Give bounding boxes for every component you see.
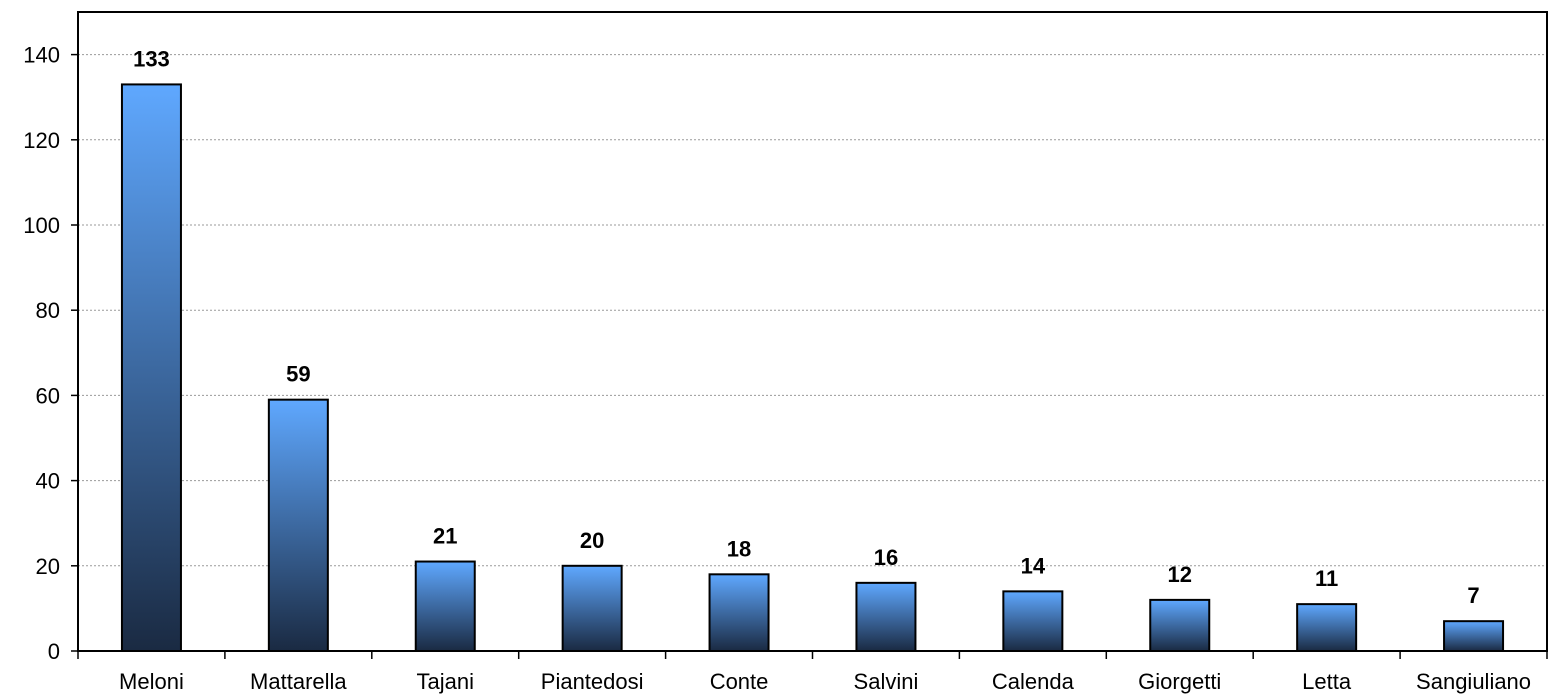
plot-frame (77, 11, 1548, 652)
axes (71, 11, 1548, 659)
bar-meloni (120, 83, 182, 653)
bar-giorgetti (1149, 598, 1211, 653)
data-label: 21 (433, 524, 457, 549)
x-category-label: Piantedosi (541, 669, 644, 694)
data-label: 11 (1315, 566, 1338, 591)
data-label: 59 (286, 362, 310, 387)
bar-mattarella (267, 398, 329, 652)
y-tick-label: 20 (36, 554, 60, 579)
bar-calenda (1002, 590, 1064, 652)
bar-salvini (855, 581, 917, 653)
y-tick-label: 140 (23, 43, 60, 68)
y-tick-label: 120 (23, 128, 60, 153)
x-category-label: Mattarella (250, 669, 347, 694)
data-label: 7 (1467, 583, 1479, 608)
y-tick-label: 100 (23, 213, 60, 238)
x-category-label: Calenda (992, 669, 1075, 694)
data-label: 133 (133, 46, 170, 71)
bar-letta (1296, 603, 1358, 653)
data-label: 16 (874, 545, 898, 570)
x-category-label: Letta (1302, 669, 1352, 694)
y-tick-label: 80 (36, 298, 60, 323)
y-tick-label: 0 (48, 639, 60, 664)
bars (120, 83, 1505, 653)
data-label: 18 (727, 536, 751, 561)
data-label: 12 (1168, 562, 1192, 587)
bar-tajani (414, 560, 476, 652)
y-tick-label: 60 (36, 383, 60, 408)
labels: 0 20 40 60 80 100 120 140 133 Meloni 59 Mattarella 2… (23, 43, 1531, 694)
x-category-label: Meloni (119, 669, 184, 694)
x-category-label: Conte (710, 669, 769, 694)
x-category-label: Giorgetti (1138, 669, 1221, 694)
bar-sangiuliano (1443, 620, 1505, 652)
x-category-label: Salvini (854, 669, 919, 694)
bar-conte (708, 573, 770, 653)
bar-piantedosi (561, 564, 623, 652)
x-category-label: Tajani (417, 669, 474, 694)
data-label: 20 (580, 528, 604, 553)
y-tick-label: 40 (36, 469, 60, 494)
data-label: 14 (1021, 553, 1046, 578)
x-category-label: Sangiuliano (1416, 669, 1531, 694)
